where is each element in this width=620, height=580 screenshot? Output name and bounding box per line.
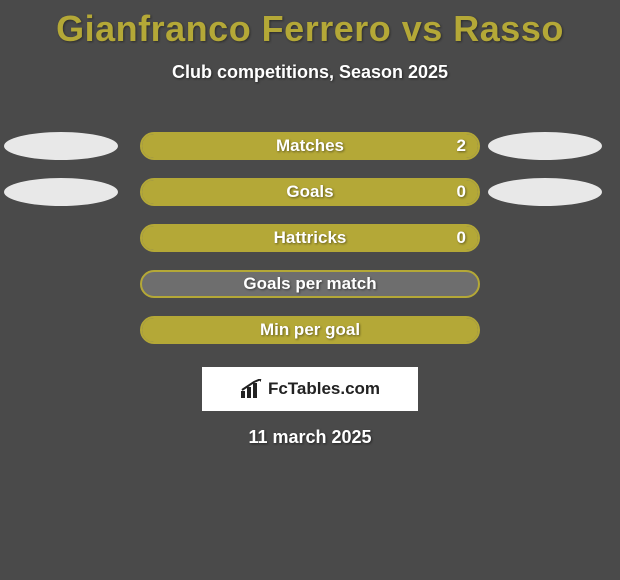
stat-label: Matches — [142, 136, 478, 156]
logo-text: FcTables.com — [268, 379, 380, 399]
stat-bar: Matches2 — [140, 132, 480, 160]
stat-value-right: 0 — [457, 182, 466, 202]
stat-label: Goals per match — [142, 274, 478, 294]
stat-row: Goals0 — [0, 169, 620, 215]
stat-bar: Goals per match — [140, 270, 480, 298]
stat-rows: Matches2Goals0Hattricks0Goals per matchM… — [0, 123, 620, 353]
chart-icon — [240, 379, 264, 399]
date-text: 11 march 2025 — [0, 427, 620, 448]
stat-row: Min per goal — [0, 307, 620, 353]
stat-label: Min per goal — [142, 320, 478, 340]
stat-bar: Goals0 — [140, 178, 480, 206]
page-subtitle: Club competitions, Season 2025 — [0, 62, 620, 83]
stat-row: Hattricks0 — [0, 215, 620, 261]
stat-row: Goals per match — [0, 261, 620, 307]
stat-bar: Min per goal — [140, 316, 480, 344]
logo-box: FcTables.com — [202, 367, 418, 411]
page-title: Gianfranco Ferrero vs Rasso — [0, 0, 620, 50]
ellipse-left — [4, 132, 118, 160]
stat-row: Matches2 — [0, 123, 620, 169]
ellipse-right — [488, 178, 602, 206]
stat-bar: Hattricks0 — [140, 224, 480, 252]
ellipse-left — [4, 178, 118, 206]
ellipse-right — [488, 132, 602, 160]
stat-value-right: 0 — [457, 228, 466, 248]
comparison-infographic: Gianfranco Ferrero vs Rasso Club competi… — [0, 0, 620, 580]
stat-label: Hattricks — [142, 228, 478, 248]
stat-label: Goals — [142, 182, 478, 202]
stat-value-right: 2 — [457, 136, 466, 156]
